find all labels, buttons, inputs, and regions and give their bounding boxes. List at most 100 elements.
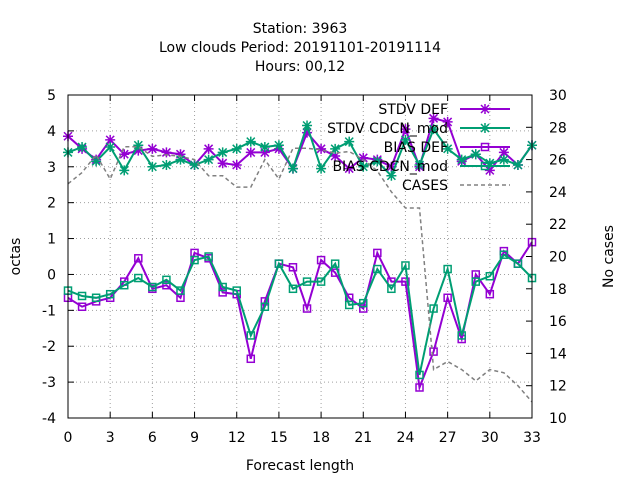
x-tick-label: 6	[148, 430, 157, 446]
data-point	[274, 259, 284, 268]
data-point	[442, 116, 453, 127]
legend: STDV DEF STDV CDCN_mod BIAS DEF BIAS CDCN_m…	[327, 102, 510, 194]
x-tick-label: 21	[354, 430, 372, 446]
data-point	[470, 149, 481, 160]
data-point	[359, 304, 368, 313]
data-point	[372, 156, 383, 167]
data-point	[147, 161, 158, 172]
data-point	[442, 143, 453, 154]
data-point	[414, 159, 425, 170]
y-tick-label: 3	[47, 160, 56, 176]
data-point	[91, 156, 102, 167]
y-tick-label: 0	[47, 267, 56, 283]
data-point	[134, 273, 143, 283]
data-point	[386, 170, 397, 181]
data-point	[344, 163, 355, 174]
series-line	[67, 145, 533, 403]
data-point	[105, 289, 115, 299]
data-point	[415, 370, 424, 380]
data-point	[260, 302, 270, 311]
data-point	[330, 151, 341, 162]
data-point	[147, 143, 158, 154]
data-point	[259, 147, 270, 158]
data-point	[134, 254, 143, 263]
series-line	[67, 117, 533, 172]
data-point	[77, 291, 87, 301]
data-point	[344, 136, 355, 147]
data-point	[91, 293, 101, 303]
legend-label: STDV CDCN_mod	[327, 121, 448, 137]
data-point	[161, 147, 172, 158]
x-tick-label: 9	[190, 430, 199, 446]
series-2	[63, 237, 537, 392]
data-point	[316, 255, 326, 265]
data-point	[133, 145, 144, 156]
data-point	[302, 120, 313, 131]
data-point	[119, 165, 130, 176]
data-point	[246, 354, 256, 364]
y-tick-label: 1	[47, 232, 56, 248]
y-tick-label: 5	[47, 88, 56, 104]
data-point	[373, 264, 382, 274]
legend-marker	[480, 142, 490, 152]
data-point	[316, 163, 327, 174]
data-point	[231, 159, 242, 170]
y2-tick-label: 14	[549, 346, 567, 362]
data-point	[387, 284, 396, 294]
series-line	[67, 253, 533, 376]
data-point	[359, 298, 368, 308]
data-point	[401, 261, 410, 270]
legend-label: BIAS DEF	[384, 140, 448, 156]
y-axis-label: octas	[8, 238, 24, 276]
data-point	[246, 331, 256, 340]
x-axis-label: Forecast length	[246, 458, 354, 474]
series-3	[63, 250, 537, 380]
data-point	[302, 304, 312, 313]
data-point	[485, 289, 495, 299]
data-point	[148, 282, 157, 292]
data-point	[415, 383, 424, 392]
y2-tick-label: 10	[549, 411, 567, 427]
data-point	[176, 286, 185, 295]
y2-tick-label: 30	[549, 88, 567, 104]
data-point	[288, 263, 298, 272]
data-point	[512, 159, 523, 170]
data-point	[302, 277, 312, 286]
data-point	[316, 143, 327, 154]
data-point	[77, 302, 87, 311]
data-point	[373, 248, 382, 258]
legend-marker	[480, 123, 490, 133]
x-tick-label: 15	[270, 430, 288, 446]
chart-title: Station: 3963 Low clouds Period: 20191101…	[159, 21, 441, 75]
data-point	[302, 127, 313, 138]
data-point	[77, 142, 88, 153]
data-point	[429, 304, 438, 313]
data-point	[245, 136, 256, 147]
data-point	[358, 161, 369, 172]
title-line: Station: 3963	[253, 21, 348, 37]
y-tick-label: 4	[47, 124, 56, 140]
data-point	[105, 142, 116, 153]
y2-tick-label: 26	[549, 153, 567, 169]
data-point	[218, 282, 227, 292]
x-tick-label: 12	[228, 430, 246, 446]
x-tick-label: 0	[64, 430, 73, 446]
data-point	[386, 161, 397, 172]
data-point	[358, 152, 369, 163]
series-line	[67, 241, 533, 392]
y2-tick-label: 24	[549, 185, 567, 201]
y2-axis-label: No cases	[601, 225, 617, 288]
data-point	[161, 159, 172, 170]
series-line	[67, 122, 533, 178]
data-point	[231, 143, 242, 154]
data-point	[217, 147, 228, 158]
data-point	[119, 149, 130, 160]
y-tick-label: -3	[42, 375, 56, 391]
y-tick-label: -1	[42, 303, 56, 319]
data-point	[513, 259, 523, 268]
data-point	[484, 165, 495, 176]
data-point	[175, 154, 186, 165]
y2-tick-label: 12	[549, 379, 567, 395]
data-point	[273, 140, 284, 151]
data-point	[175, 149, 186, 160]
